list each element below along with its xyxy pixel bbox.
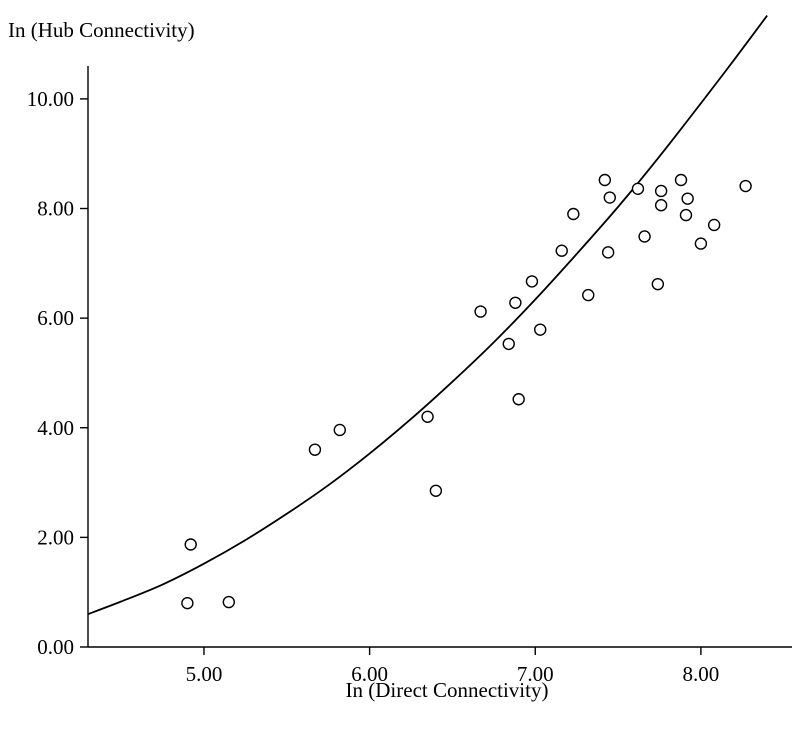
scatter-point [509,296,522,309]
y-tick-label: 4.00 [37,416,74,440]
scatter-point [679,208,693,222]
points-layer [181,173,752,610]
x-tick-label: 7.00 [517,662,554,686]
scatter-point [429,484,443,497]
scatter-point [598,173,612,187]
scatter-point [603,191,616,204]
scatter-point [421,410,434,423]
scatter-point [184,538,197,551]
scatter-point [601,246,615,259]
scatter-point [707,218,721,232]
y-tick-label: 10.00 [27,87,74,111]
scatter-point [651,277,665,291]
scatter-point [181,596,194,610]
scatter-point [333,423,346,437]
scatter-point [631,182,645,195]
scatter-point [694,237,708,250]
scatter-point [502,337,515,351]
y-tick-label: 6.00 [37,306,74,330]
scatter-point [654,199,668,212]
x-tick-label: 6.00 [351,662,388,686]
y-tick-label: 0.00 [37,635,74,659]
x-tick-label: 5.00 [186,662,223,686]
scatter-point [567,207,580,221]
y-axis-title: In (Hub Connectivity) [8,18,195,42]
y-tick-label: 8.00 [37,197,74,221]
scatter-point [739,179,752,193]
scatter-point [654,184,668,198]
x-tick-label: 8.00 [683,662,720,686]
scatter-point [525,275,539,288]
y-tick-label: 2.00 [37,525,74,549]
scatter-point [534,323,547,336]
scatter-point [674,173,688,187]
scatter-point [681,192,694,205]
scatter-point [222,595,236,609]
x-axis-title: In (Direct Connectivity) [346,678,549,702]
scatter-point [308,443,322,456]
curve-layer [88,15,768,615]
scatter-point [474,305,487,318]
fit-curve [88,15,768,615]
scatter-point [582,288,595,302]
scatter-point [555,244,568,257]
scatter-point [638,230,651,243]
ticks-layer: 5.00 6.00 7.00 8.00 0.00 2.00 4.00 6.00 8.00 10.0… [27,87,720,686]
scatter-point [512,393,525,406]
